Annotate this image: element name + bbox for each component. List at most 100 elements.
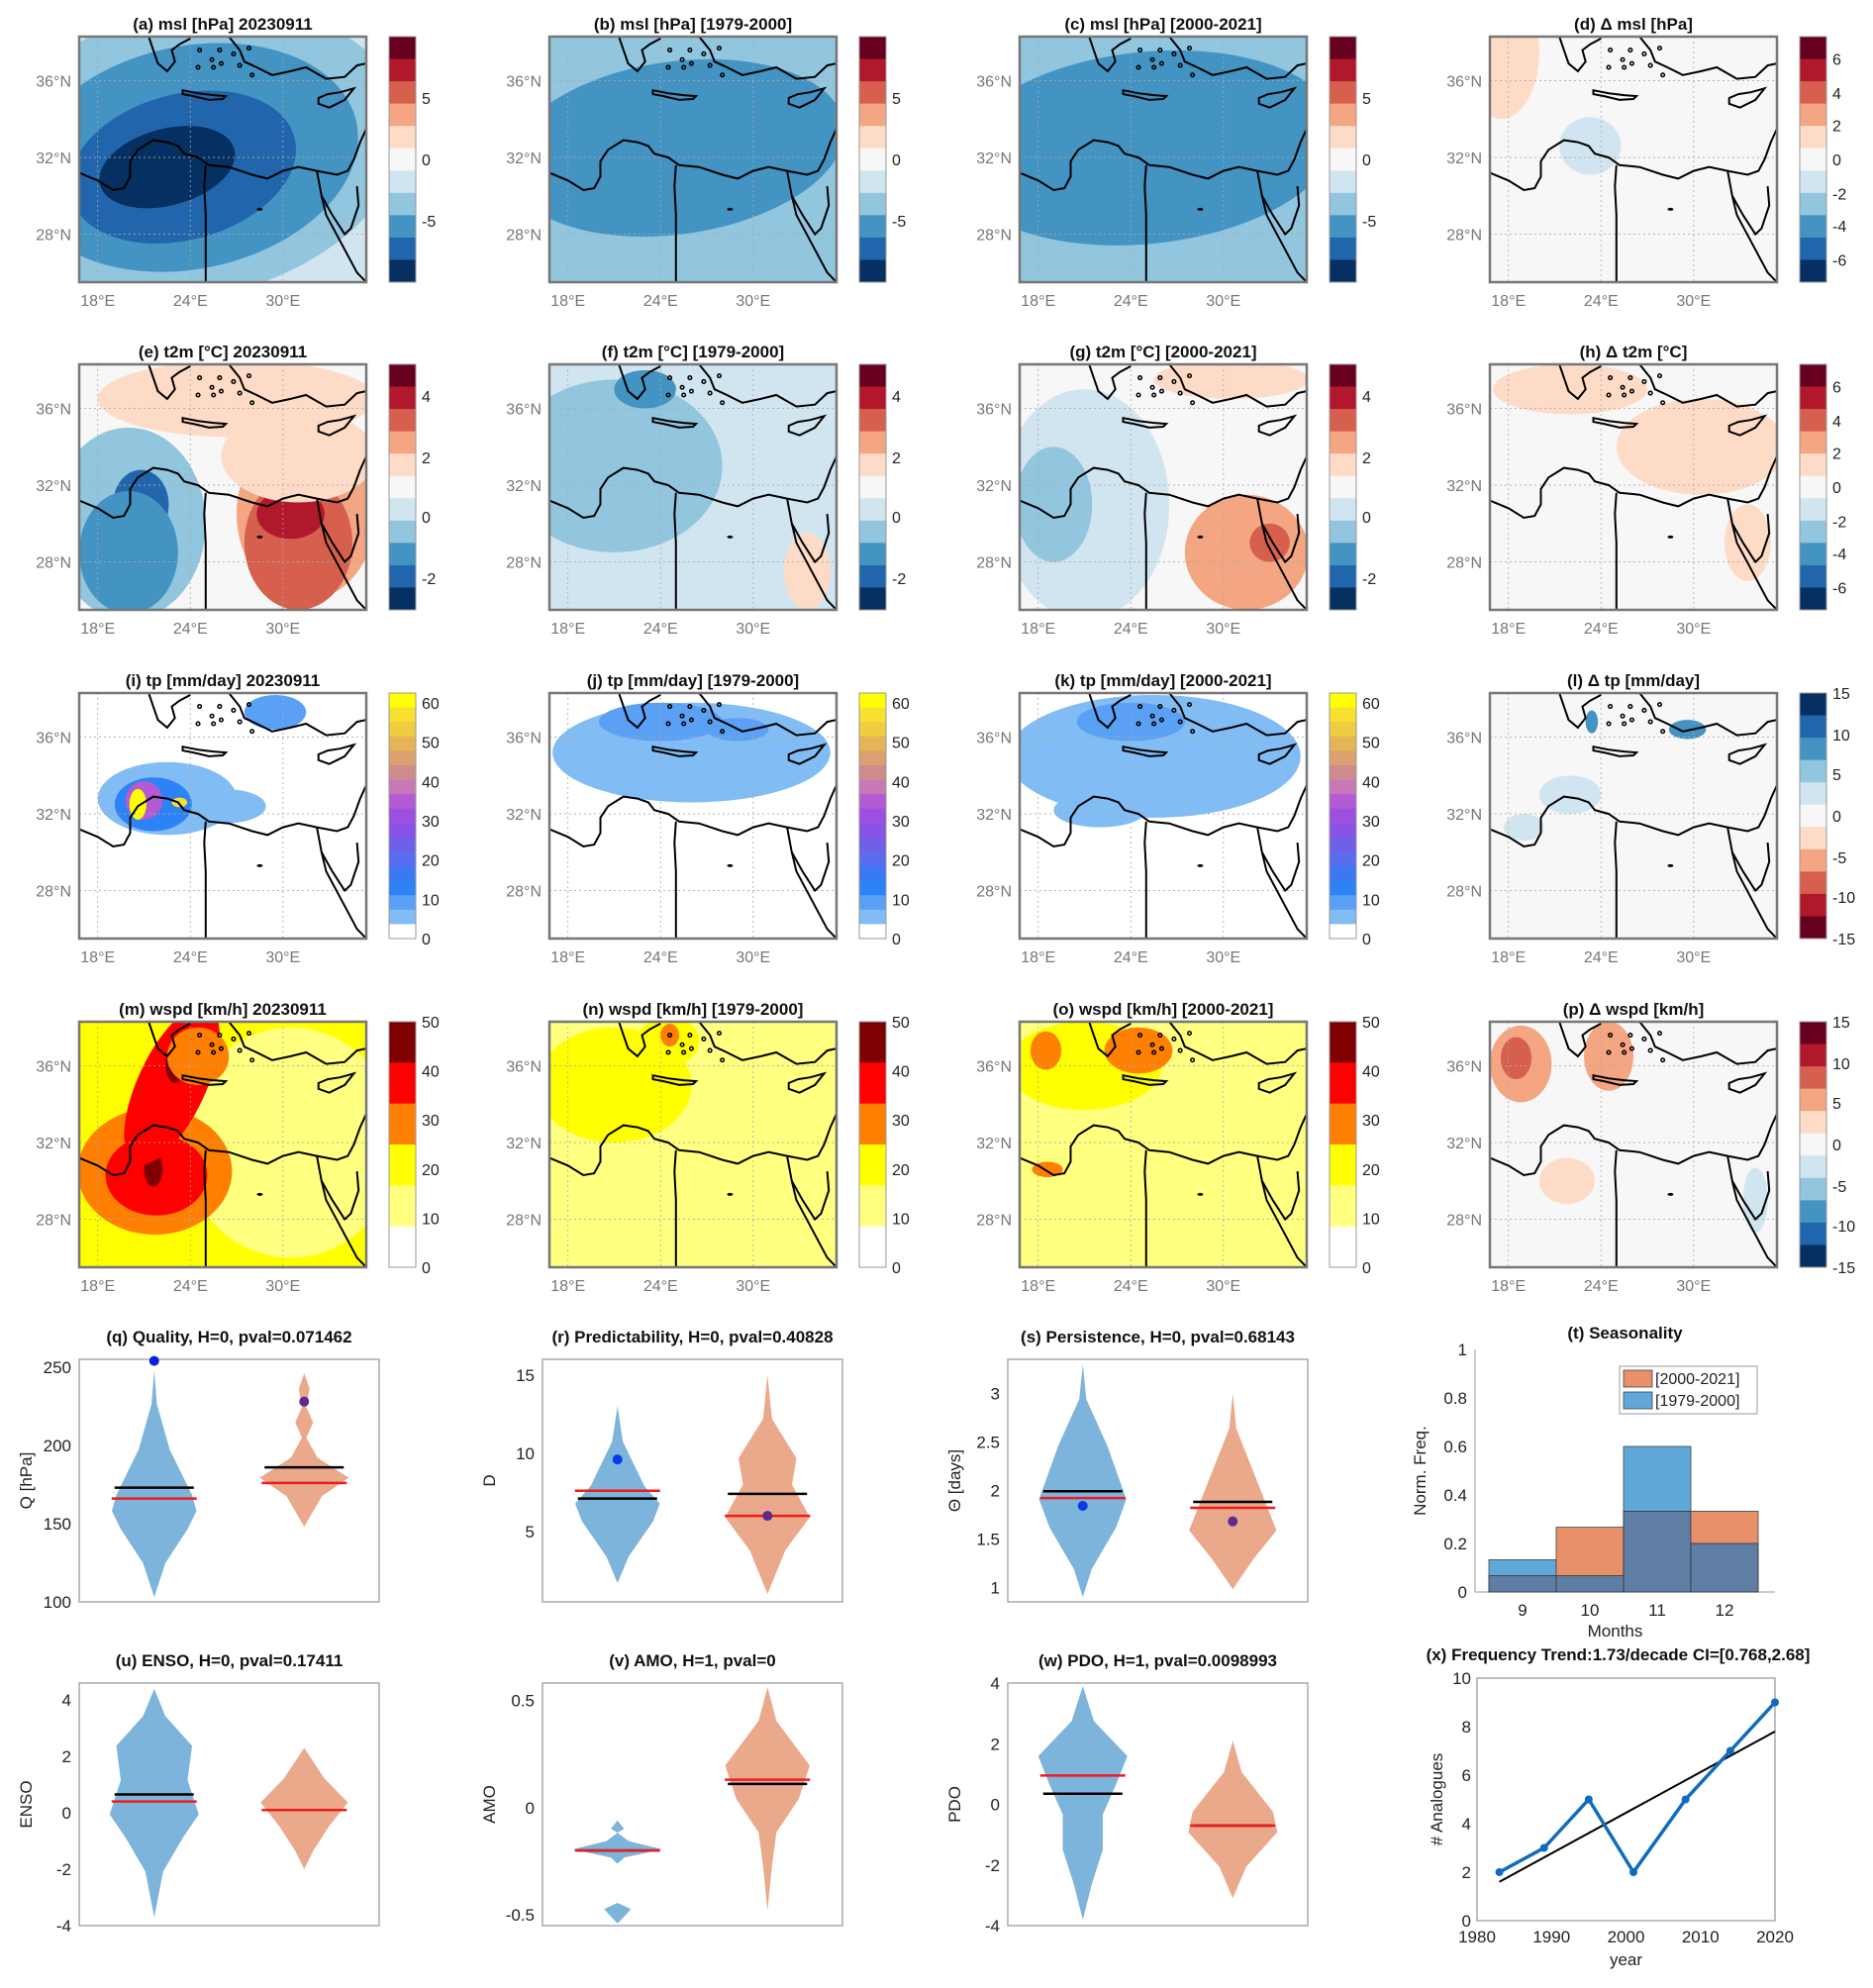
lat-tick-label: 28°N <box>506 228 542 245</box>
island-outline <box>1257 1071 1298 1094</box>
analogues-data-point <box>1725 1746 1734 1755</box>
field-contour-region <box>660 1023 679 1047</box>
colorbar-segment <box>859 707 886 723</box>
island-outline <box>209 384 215 390</box>
island-outline <box>716 1031 723 1037</box>
colorbar-segment <box>859 409 886 433</box>
colorbar-segment <box>1330 693 1356 709</box>
lat-tick-label: 28°N <box>36 555 71 572</box>
island-outline <box>1186 46 1193 51</box>
field-contour-region <box>1616 398 1777 495</box>
map-frame <box>547 1020 838 1269</box>
island-outline <box>701 1036 707 1042</box>
seasonality-histogram: 9 10 11 12 0 0.2 0.4 0.6 0.8 1 Months Norm. Freq. [2… <box>1411 1324 1775 1640</box>
lon-tick-label: 24°E <box>173 949 208 966</box>
coastline <box>203 821 207 939</box>
colorbar-segment <box>1330 564 1356 588</box>
colorbar-segment <box>859 148 886 171</box>
island-outline <box>1622 392 1627 398</box>
lon-tick-label: 24°E <box>1584 621 1619 638</box>
island-outline <box>1149 384 1155 390</box>
coastline <box>316 170 366 282</box>
island-outline <box>1151 721 1157 727</box>
field-contour-region <box>1538 775 1602 815</box>
coastline <box>1558 37 1602 73</box>
colorbar-segment <box>1800 1044 1826 1067</box>
coastline <box>79 128 366 192</box>
lat-tick-label: 28°N <box>36 228 71 245</box>
coastline <box>1730 1171 1771 1222</box>
colorbar-tick-label: 6 <box>1832 379 1841 396</box>
y-tick-label: 2 <box>991 1735 1000 1753</box>
field-contour-region <box>549 58 837 237</box>
colorbar-segment <box>1330 808 1356 824</box>
lake-outline <box>727 535 734 539</box>
island-outline <box>1137 1033 1143 1039</box>
colorbar-segment <box>389 148 416 171</box>
colorbar-segment <box>1330 543 1356 566</box>
island-outline <box>1157 704 1163 710</box>
lon-tick-label: 24°E <box>643 621 678 638</box>
y-tick-label: 10 <box>1452 1669 1471 1688</box>
coastline <box>148 364 191 401</box>
map-frame <box>1018 1020 1309 1269</box>
island-outline <box>787 414 828 437</box>
lon-tick-label: 24°E <box>173 1278 208 1295</box>
field-contour-region <box>1184 494 1307 610</box>
event-point <box>299 1396 310 1407</box>
island-outline <box>1186 373 1193 379</box>
island-outline <box>720 72 726 78</box>
colorbar-tick-label: 0 <box>422 1260 431 1277</box>
lat-tick-label: 36°N <box>506 731 542 747</box>
field-contour-region <box>182 788 266 824</box>
colorbar-segment <box>859 81 886 105</box>
colorbar-segment <box>1330 1144 1356 1186</box>
island-outline <box>246 702 252 708</box>
colorbar-segment <box>1330 1103 1356 1145</box>
analogues-data-point <box>1681 1795 1690 1804</box>
y-tick-label: 0 <box>62 1804 71 1823</box>
colorbar: 6 4 2 0 -2 -4 -6 <box>1799 363 1846 611</box>
field-contour-region <box>166 1027 230 1085</box>
island-outline <box>787 1071 828 1094</box>
island-outline <box>181 416 229 429</box>
colorbar-segment <box>1800 1155 1826 1179</box>
island-outline <box>1620 713 1626 719</box>
colorbar-tick-label: 4 <box>1832 414 1841 431</box>
lat-tick-label: 36°N <box>36 74 71 91</box>
coastline <box>316 827 366 939</box>
lat-tick-label: 36°N <box>976 1059 1012 1076</box>
coastline <box>320 514 360 564</box>
colorbar-segment <box>859 564 886 588</box>
lat-tick-label: 32°N <box>976 1136 1012 1152</box>
colorbar-tick-label: 30 <box>892 1113 910 1130</box>
lon-tick-label: 18°E <box>550 293 585 310</box>
colorbar-segment <box>389 259 416 283</box>
map-panel-p: 18°E 24°E 30°E 36°N 32°N 28°N 15 10 5 0 -5 -10 -15 (p… <box>1446 1000 1855 1295</box>
island-outline <box>651 416 699 429</box>
colorbar-frame <box>1329 1021 1357 1268</box>
lat-tick-label: 36°N <box>976 74 1012 91</box>
island-outline <box>1622 721 1627 727</box>
coastline <box>1638 37 1777 80</box>
coastline <box>1020 784 1307 848</box>
colorbar-segment <box>1330 722 1356 738</box>
coastline <box>1020 128 1307 192</box>
map-frame <box>1018 362 1309 612</box>
violin-body <box>109 1688 199 1918</box>
island-outline <box>211 392 217 398</box>
island-outline <box>687 375 693 381</box>
colorbar: 15 10 5 0 -5 -10 -15 <box>1799 686 1855 948</box>
field-contour-region <box>1500 1037 1532 1080</box>
colorbar-segment <box>859 1226 886 1268</box>
colorbar-frame <box>858 363 887 611</box>
island-outline <box>1592 745 1639 757</box>
island-outline <box>218 60 224 66</box>
y-tick-label: 0.2 <box>1443 1535 1467 1553</box>
lat-tick-label: 32°N <box>506 150 542 167</box>
lake-outline <box>1667 1192 1674 1196</box>
panel-title: (h) Δ t2m [°C] <box>1580 343 1688 361</box>
island-outline <box>237 1047 243 1053</box>
coastline <box>1143 1149 1147 1267</box>
colorbar-segment <box>389 192 416 216</box>
